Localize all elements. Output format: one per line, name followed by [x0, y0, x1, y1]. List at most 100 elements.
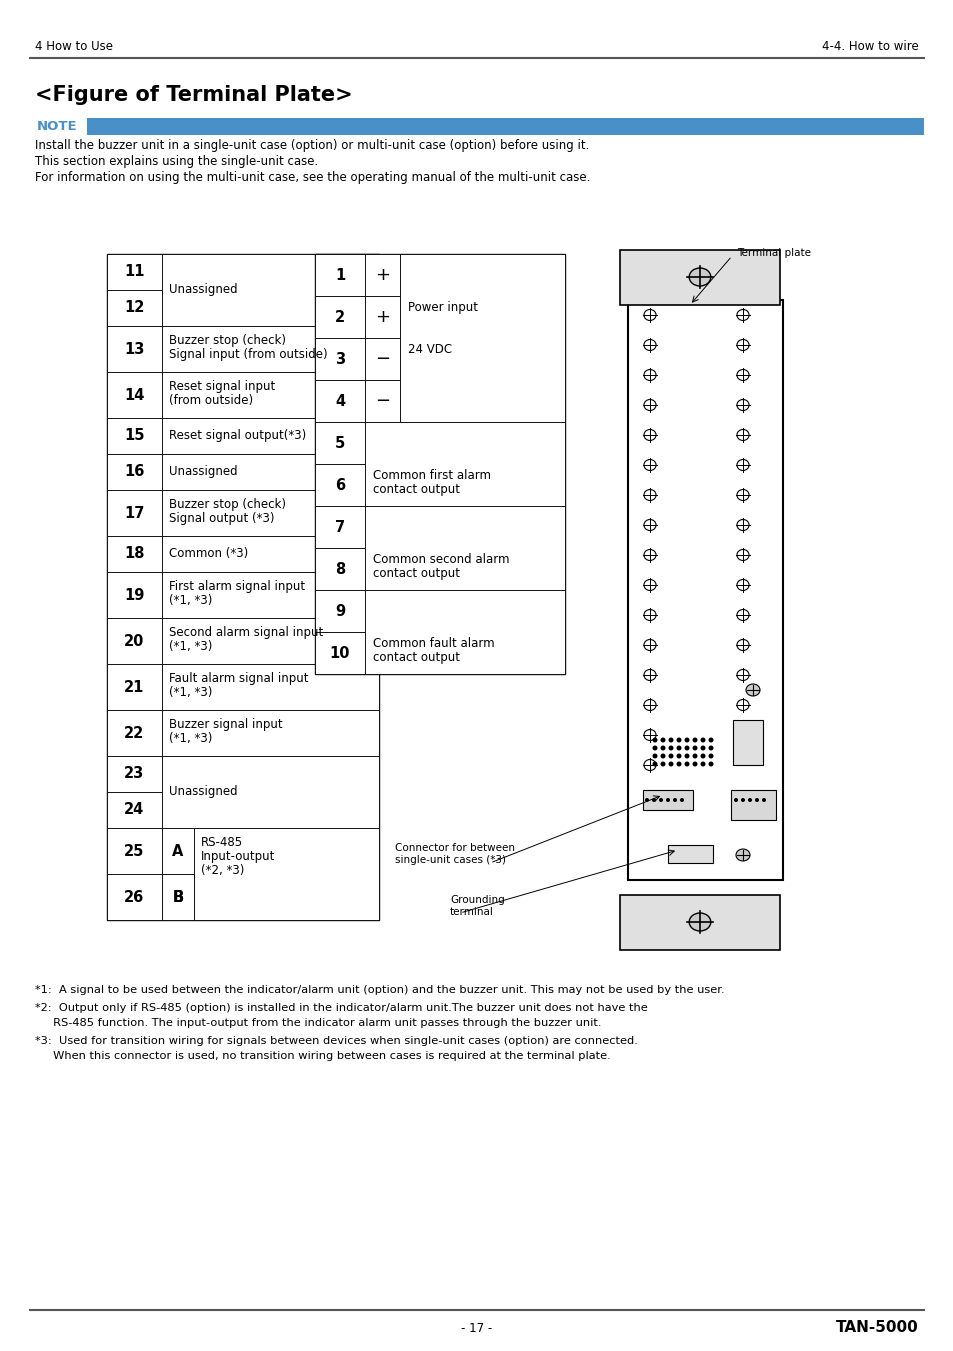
Text: 4 How to Use: 4 How to Use [35, 39, 112, 53]
Ellipse shape [736, 309, 748, 320]
Bar [35, 118, 87, 135]
Bar [107, 571, 162, 617]
Bar [314, 254, 564, 674]
Circle shape [708, 754, 713, 758]
Bar [314, 254, 365, 296]
Bar [314, 296, 365, 338]
Text: contact output: contact output [373, 484, 459, 496]
Ellipse shape [736, 609, 748, 620]
Text: <Figure of Terminal Plate>: <Figure of Terminal Plate> [35, 85, 353, 105]
Text: RS-485: RS-485 [201, 836, 243, 848]
Bar [193, 828, 378, 920]
Text: Reset signal input: Reset signal input [169, 380, 275, 393]
Ellipse shape [736, 580, 748, 590]
Bar [365, 380, 399, 422]
Bar [107, 536, 162, 571]
Circle shape [700, 754, 705, 758]
Text: (*1, *3): (*1, *3) [169, 686, 213, 698]
Bar [107, 254, 378, 920]
Text: Buzzer stop (check): Buzzer stop (check) [169, 499, 286, 511]
Text: 17: 17 [124, 505, 145, 520]
Text: NOTE: NOTE [37, 120, 77, 132]
Text: 18: 18 [124, 547, 145, 562]
Ellipse shape [688, 913, 710, 931]
Text: 22: 22 [124, 725, 145, 740]
Text: Power input: Power input [408, 301, 477, 313]
Ellipse shape [736, 339, 748, 350]
Bar [162, 490, 378, 536]
Text: 20: 20 [124, 634, 145, 648]
Circle shape [659, 738, 665, 743]
Ellipse shape [643, 550, 656, 561]
Ellipse shape [643, 370, 656, 381]
Bar [162, 372, 378, 417]
Bar [314, 463, 365, 507]
Ellipse shape [736, 489, 748, 500]
Circle shape [684, 754, 689, 758]
Text: 5: 5 [335, 435, 345, 450]
Ellipse shape [688, 267, 710, 286]
Bar [162, 454, 378, 490]
Circle shape [684, 746, 689, 751]
Bar [314, 380, 365, 422]
Bar [365, 338, 399, 380]
Circle shape [659, 762, 665, 766]
Bar [107, 757, 162, 792]
Ellipse shape [736, 639, 748, 650]
Bar [365, 254, 399, 296]
Bar [314, 507, 365, 549]
Circle shape [676, 738, 680, 743]
Circle shape [676, 762, 680, 766]
Bar [107, 792, 162, 828]
Circle shape [668, 738, 673, 743]
Text: Unassigned: Unassigned [169, 466, 237, 478]
Text: 24 VDC: 24 VDC [408, 343, 452, 357]
Text: (from outside): (from outside) [169, 394, 253, 407]
Bar [162, 417, 378, 454]
Text: First alarm signal input: First alarm signal input [169, 580, 305, 593]
Circle shape [644, 798, 648, 802]
Circle shape [700, 762, 705, 766]
Ellipse shape [736, 670, 748, 681]
Circle shape [684, 738, 689, 743]
Text: 19: 19 [124, 588, 145, 603]
Circle shape [692, 746, 697, 751]
Bar [314, 422, 365, 463]
Bar [162, 617, 378, 663]
Circle shape [747, 798, 751, 802]
Ellipse shape [736, 370, 748, 381]
Bar [162, 536, 378, 571]
Text: RS-485 function. The input-output from the indicator alarm unit passes through t: RS-485 function. The input-output from t… [35, 1019, 601, 1028]
Ellipse shape [643, 730, 656, 740]
Bar [107, 290, 162, 326]
Text: (*2, *3): (*2, *3) [201, 865, 244, 877]
Ellipse shape [643, 430, 656, 440]
Text: Input-output: Input-output [201, 850, 275, 863]
Circle shape [672, 798, 677, 802]
Ellipse shape [643, 639, 656, 650]
Bar [162, 326, 378, 372]
Bar [107, 874, 162, 920]
Ellipse shape [736, 430, 748, 440]
Text: 26: 26 [124, 889, 145, 905]
Text: Reset signal output(*3): Reset signal output(*3) [169, 430, 306, 443]
Bar [365, 507, 564, 590]
Circle shape [754, 798, 759, 802]
Text: (*1, *3): (*1, *3) [169, 640, 213, 653]
Bar [162, 874, 193, 920]
Text: 8: 8 [335, 562, 345, 577]
Circle shape [692, 762, 697, 766]
Text: 10: 10 [330, 646, 350, 661]
Ellipse shape [643, 609, 656, 620]
Text: When this connector is used, no transition wiring between cases is required at t: When this connector is used, no transiti… [35, 1051, 610, 1061]
Bar [107, 372, 162, 417]
Text: −: − [375, 350, 390, 367]
Bar [107, 254, 162, 290]
Bar [162, 571, 378, 617]
Text: 11: 11 [124, 265, 145, 280]
Bar [162, 663, 378, 711]
Ellipse shape [736, 700, 748, 711]
Circle shape [652, 746, 657, 751]
Text: *3:  Used for transition wiring for signals between devices when single-unit cas: *3: Used for transition wiring for signa… [35, 1036, 638, 1046]
Circle shape [652, 754, 657, 758]
